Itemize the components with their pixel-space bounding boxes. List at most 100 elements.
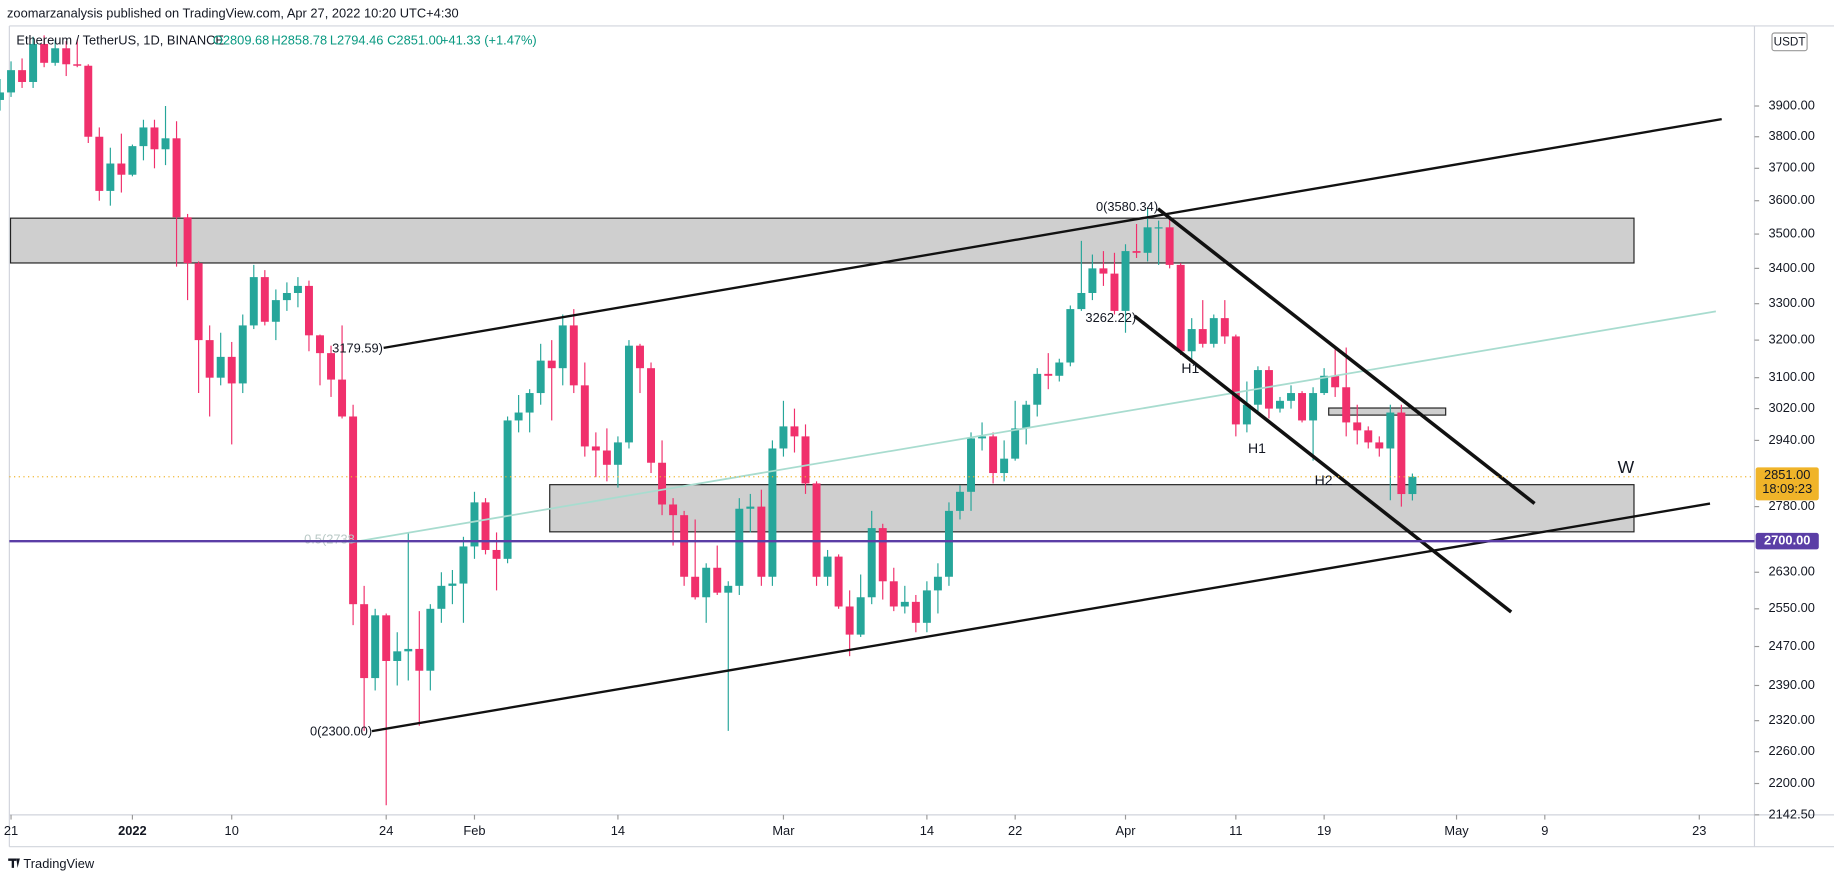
candle-body [128,146,137,175]
candle-body [702,567,711,598]
x-tick-label: 14 [611,823,625,838]
candle-body [856,597,865,635]
symbol: Ethereum / TetherUS, 1D, BINANCE [16,33,224,48]
annotation: H1 [1248,440,1266,456]
candle-body [1121,251,1130,311]
candle-body [393,651,402,661]
candle-body [1276,400,1284,409]
candle-body [1132,251,1141,253]
candle-body [790,426,799,437]
candle-body [260,277,269,322]
y-tick-label: 3600.00 [1768,192,1814,207]
candle-body [40,43,49,63]
y-tick-label: 2200.00 [1768,775,1814,790]
candle-body [845,606,854,635]
fib-midline [350,310,1717,544]
candle-body [1022,404,1031,429]
candle-body [1176,264,1185,352]
candle-body [1242,404,1251,425]
candle-body [889,581,898,607]
candle-body [150,127,159,150]
y-tick-label: 2260.00 [1768,743,1814,758]
candle-body [680,515,689,577]
candle-body [647,368,655,463]
candle-body [271,300,280,322]
candle-body [779,426,788,449]
y-tick-label: 3300.00 [1768,295,1814,310]
candle-body [349,416,358,605]
candle-body [1044,373,1053,376]
candle-body [404,648,413,652]
x-tick-label: 24 [379,823,393,838]
candle-body [591,446,600,451]
candle-body [989,436,998,474]
annotation: H1 [1181,360,1199,376]
last-price-tag [1755,467,1819,501]
candle-body [1143,227,1152,253]
candle-body [7,70,16,93]
x-tick-label: Feb [463,823,485,838]
candle-body [1187,329,1196,352]
annotation: 0(3580.34) [1096,199,1158,214]
candle-body [812,483,821,577]
candle-body [823,556,832,577]
candle-body [1231,336,1240,425]
x-tick-label: 22 [1008,823,1022,838]
price-tag-label: 2700.00 [1764,533,1810,548]
header-change: +41.33 (+1.47%) [441,33,537,48]
candle-body [1077,292,1086,310]
candle-body [1375,442,1384,449]
candle-body [547,360,556,369]
candle-body [691,576,700,598]
candle-body [492,549,501,559]
candle-body [172,138,181,218]
y-tick-label: 2630.00 [1768,564,1814,579]
annotation: 0(2300.00) [310,724,372,739]
candle-body [1088,268,1097,293]
candle-body [724,585,733,593]
header-open: O2809.68 [213,33,269,48]
candle-body [1055,362,1064,376]
candle-body [1198,329,1207,344]
candle-body [1154,227,1163,229]
candle-body [834,556,843,607]
candle-body [1165,227,1174,265]
descending-upper [1156,207,1536,505]
candle-body [338,379,347,417]
candle-body [470,502,479,547]
candle-body [448,583,457,586]
candle-body [161,138,170,150]
candle-body [801,436,810,484]
logo-icon [8,858,20,868]
candle-body [1033,373,1042,405]
y-tick-label: 3020.00 [1768,400,1814,415]
channel-upper [383,117,1722,350]
candle-body [1253,370,1262,405]
candle-body [238,325,247,384]
candle-body [437,585,446,609]
candle-body [558,325,567,369]
x-tick-label: 9 [1541,823,1548,838]
candle-body [1408,476,1417,495]
candle-body [1364,430,1373,443]
candle-body [911,601,920,623]
candle-body [613,442,622,465]
candle-body [117,163,126,175]
candle-body [933,576,942,591]
candle-body [956,491,964,511]
candle-body [183,217,192,264]
x-tick-label: 21 [4,823,18,838]
candle-body [536,360,545,394]
candle-body [580,385,589,447]
x-tick-label: Mar [772,823,795,838]
candle-body [735,508,744,586]
candle-body [316,335,324,354]
currency[interactable]: USDT [1774,36,1806,49]
candle-body [1000,458,1009,474]
currency-box[interactable] [1771,32,1808,52]
y-tick-label: 2940.00 [1768,432,1814,447]
candle-body [658,462,667,505]
